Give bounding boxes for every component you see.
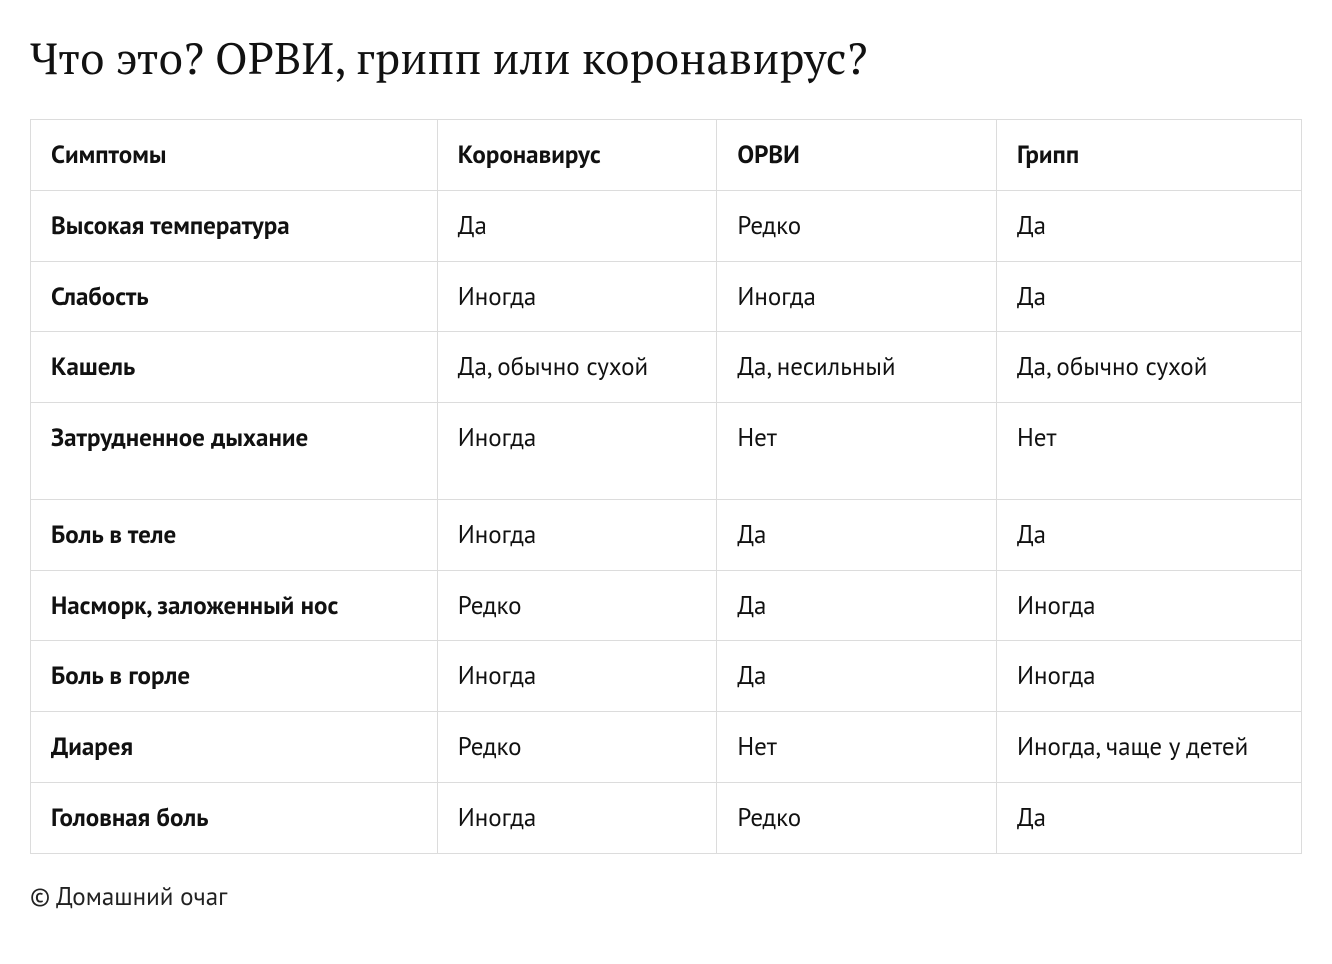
- table-row: КашельДа, обычно сухойДа, несильныйДа, о…: [31, 332, 1302, 403]
- orvi-cell: Да: [717, 499, 997, 570]
- col-header-flu: Грипп: [996, 120, 1301, 191]
- orvi-cell: Да: [717, 641, 997, 712]
- symptom-cell: Боль в теле: [31, 499, 438, 570]
- coronavirus-cell: Иногда: [437, 261, 717, 332]
- coronavirus-cell: Да, обычно сухой: [437, 332, 717, 403]
- table-row: Боль в горлеИногдаДаИногда: [31, 641, 1302, 712]
- flu-cell: Да, обычно сухой: [996, 332, 1301, 403]
- symptom-cell: Боль в горле: [31, 641, 438, 712]
- flu-cell: Иногда: [996, 641, 1301, 712]
- flu-cell: Иногда, чаще у детей: [996, 712, 1301, 783]
- coronavirus-cell: Иногда: [437, 641, 717, 712]
- table-header-row: Симптомы Коронавирус ОРВИ Грипп: [31, 120, 1302, 191]
- table-row: Затрудненное дыханиеИногдаНетНет: [31, 403, 1302, 500]
- flu-cell: Нет: [996, 403, 1301, 500]
- coronavirus-cell: Да: [437, 190, 717, 261]
- coronavirus-cell: Иногда: [437, 499, 717, 570]
- symptoms-table: Симптомы Коронавирус ОРВИ Грипп Высокая …: [30, 119, 1302, 854]
- orvi-cell: Редко: [717, 190, 997, 261]
- credit-line: © Домашний очаг: [30, 880, 1302, 912]
- orvi-cell: Иногда: [717, 261, 997, 332]
- orvi-cell: Нет: [717, 403, 997, 500]
- coronavirus-cell: Иногда: [437, 403, 717, 500]
- page-title: Что это? ОРВИ, грипп или коронавирус?: [30, 28, 1302, 87]
- coronavirus-cell: Иногда: [437, 782, 717, 853]
- symptom-cell: Головная боль: [31, 782, 438, 853]
- symptom-cell: Затрудненное дыхание: [31, 403, 438, 500]
- symptom-cell: Насморк, заложенный нос: [31, 570, 438, 641]
- flu-cell: Да: [996, 261, 1301, 332]
- col-header-symptom: Симптомы: [31, 120, 438, 191]
- table-row: ДиареяРедкоНетИногда, чаще у детей: [31, 712, 1302, 783]
- flu-cell: Иногда: [996, 570, 1301, 641]
- symptom-cell: Кашель: [31, 332, 438, 403]
- flu-cell: Да: [996, 499, 1301, 570]
- col-header-coronavirus: Коронавирус: [437, 120, 717, 191]
- orvi-cell: Да, несильный: [717, 332, 997, 403]
- symptom-cell: Слабость: [31, 261, 438, 332]
- table-row: Боль в телеИногдаДаДа: [31, 499, 1302, 570]
- symptom-cell: Высокая температура: [31, 190, 438, 261]
- table-row: Высокая температураДаРедкоДа: [31, 190, 1302, 261]
- symptom-cell: Диарея: [31, 712, 438, 783]
- flu-cell: Да: [996, 190, 1301, 261]
- orvi-cell: Да: [717, 570, 997, 641]
- col-header-orvi: ОРВИ: [717, 120, 997, 191]
- coronavirus-cell: Редко: [437, 712, 717, 783]
- coronavirus-cell: Редко: [437, 570, 717, 641]
- orvi-cell: Редко: [717, 782, 997, 853]
- table-row: Насморк, заложенный носРедкоДаИногда: [31, 570, 1302, 641]
- table-row: Головная больИногдаРедкоДа: [31, 782, 1302, 853]
- flu-cell: Да: [996, 782, 1301, 853]
- orvi-cell: Нет: [717, 712, 997, 783]
- table-row: СлабостьИногдаИногдаДа: [31, 261, 1302, 332]
